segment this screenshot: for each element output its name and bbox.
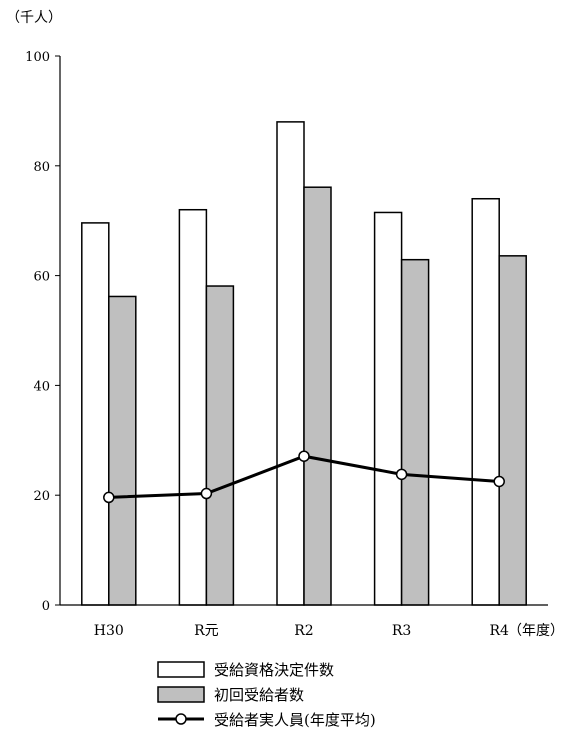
line-series [103,450,505,504]
recipients-point [103,491,115,504]
y-tick-label: 40 [33,379,50,394]
legend-swatch-first-recipients [157,686,205,703]
bar-first-recipients [303,186,332,606]
legend-label-recipients: 受給者実人員(年度平均) [214,711,376,729]
category-labels: H30 R元 R2 R3 R4 [94,623,509,639]
y-tick-label: 20 [33,489,50,504]
x-tick-label: R3 [392,623,411,639]
y-unit-label: （千人） [6,10,62,26]
x-tick-label: R4 [489,623,509,639]
bar-decisions [178,208,208,606]
y-tick-label: 0 [42,599,50,614]
y-tick-label: 80 [33,160,50,175]
bar-decisions [276,121,305,606]
recipients-point [395,468,408,481]
y-tick-label: 100 [25,50,50,65]
recipients-point [298,450,310,462]
bar-first-recipients [498,255,527,606]
bars [81,121,527,606]
x-tick-label: R2 [294,623,313,639]
bar-decisions [373,211,403,606]
recipients-point [200,487,213,500]
y-axis-ticks: 0 20 40 60 80 100 [25,50,60,614]
y-tick-label: 60 [33,270,50,285]
legend-label-first-recipients: 初回受給者数 [214,686,304,704]
bar-decisions [471,197,500,606]
legend-label-decisions: 受給資格決定件数 [214,661,334,679]
legend-marker-recipients [175,713,187,725]
bar-first-recipients [205,285,235,606]
x-unit-label: （年度） [508,623,564,639]
x-tick-label: R元 [194,623,219,639]
legend: 受給資格決定件数 初回受給者数 受給者実人員(年度平均) [157,661,376,729]
bar-first-recipients [400,258,430,606]
legend-swatch-decisions [157,661,205,678]
x-tick-label: H30 [94,623,124,639]
bar-first-recipients [108,295,137,606]
recipients-point [493,475,505,488]
bar-decisions [81,222,110,606]
